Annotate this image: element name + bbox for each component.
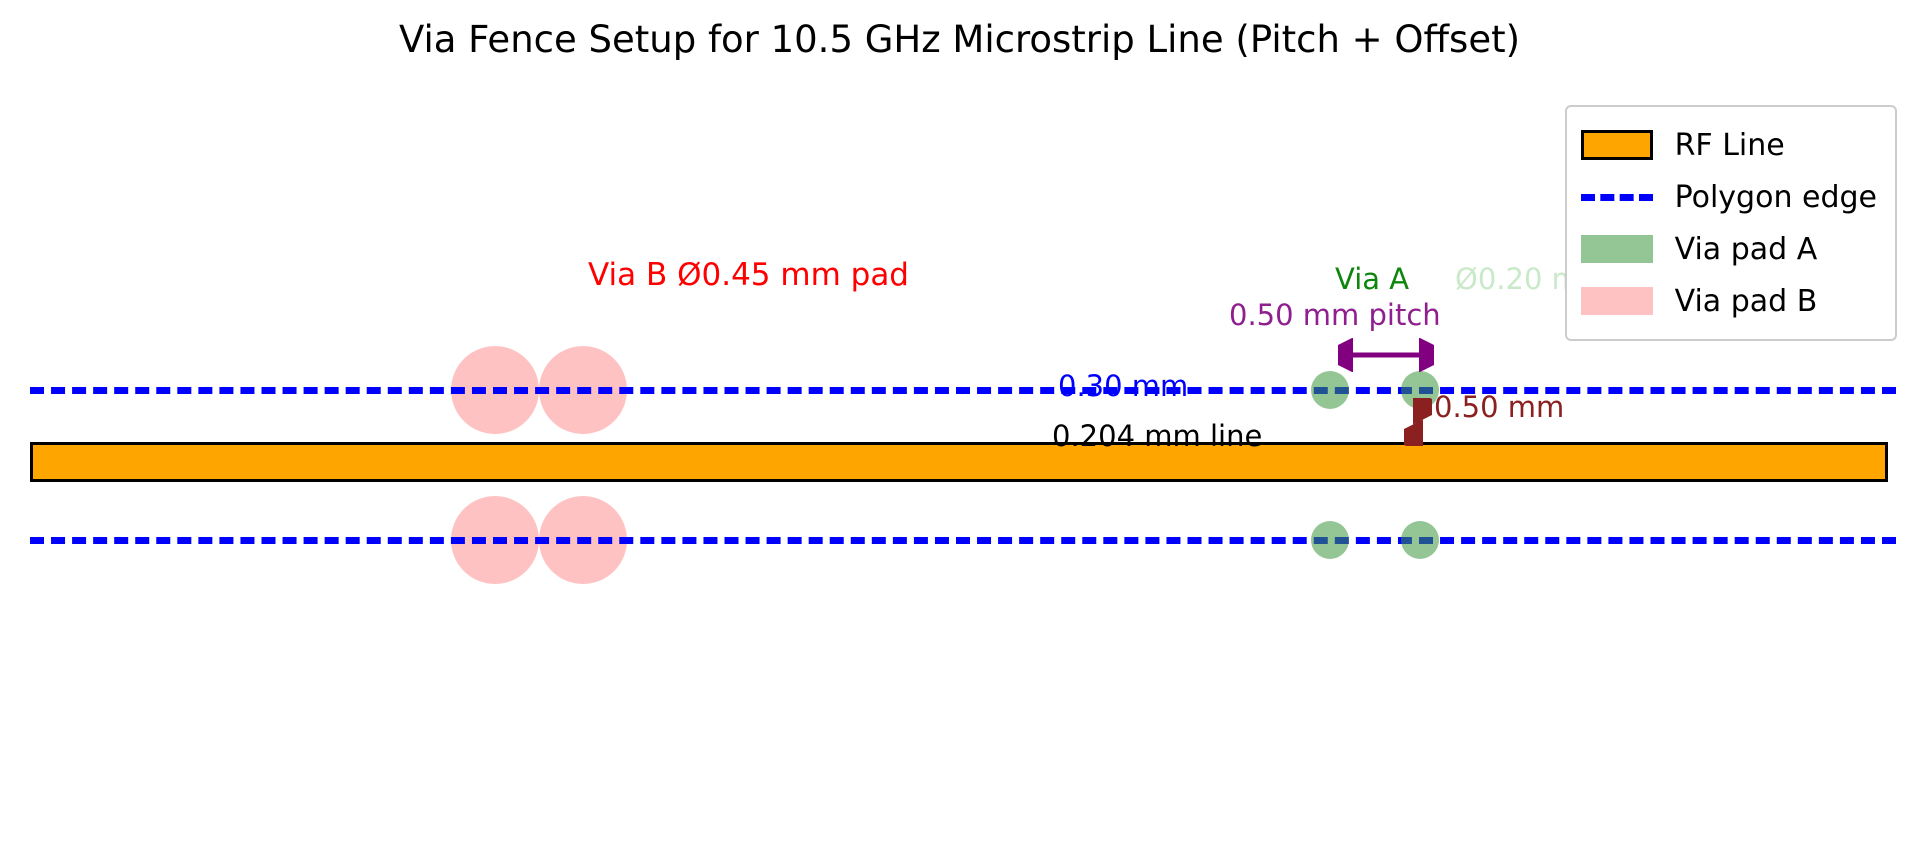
polygon-edge-bottom: [30, 537, 1896, 544]
legend-label: Via pad B: [1674, 283, 1818, 319]
rf-line-bar: [30, 442, 1888, 482]
legend-item-via-pad-b: Via pad B: [1580, 275, 1877, 327]
legend-item-rf-line: RF Line: [1580, 119, 1877, 171]
annotation-offset: 0.50 mm: [1434, 390, 1565, 424]
rf-line-swatch-icon: [1580, 130, 1653, 160]
dashed-line-swatch-icon: [1580, 193, 1653, 201]
annotation-via-a-label: Via A: [1335, 262, 1410, 296]
legend-label: Polygon edge: [1674, 179, 1877, 215]
pitch-dimension-arrow: [1338, 338, 1434, 372]
legend: RF Line Polygon edge Via pad A Via pad B: [1564, 105, 1897, 341]
legend-item-via-pad-a: Via pad A: [1580, 223, 1877, 275]
polygon-edge-top: [30, 387, 1896, 394]
via-pad-a: [1311, 521, 1349, 559]
page-title: Via Fence Setup for 10.5 GHz Microstrip …: [398, 18, 1521, 61]
legend-item-polygon-edge: Polygon edge: [1580, 171, 1877, 223]
annotation-clearance: 0.30 mm: [1058, 369, 1189, 403]
annotation-pitch: 0.50 mm pitch: [1229, 298, 1441, 332]
annotation-line-width: 0.204 mm line: [1052, 419, 1263, 453]
pad-b-swatch-icon: [1580, 287, 1653, 315]
legend-label: Via pad A: [1674, 231, 1818, 267]
offset-dimension-arrow: [1404, 398, 1432, 446]
pad-a-swatch-icon: [1580, 235, 1653, 263]
legend-label: RF Line: [1674, 127, 1785, 163]
via-pad-a: [1401, 521, 1439, 559]
via-pad-a: [1311, 371, 1349, 409]
annotation-via-b-pad: Via B Ø0.45 mm pad: [588, 257, 909, 293]
